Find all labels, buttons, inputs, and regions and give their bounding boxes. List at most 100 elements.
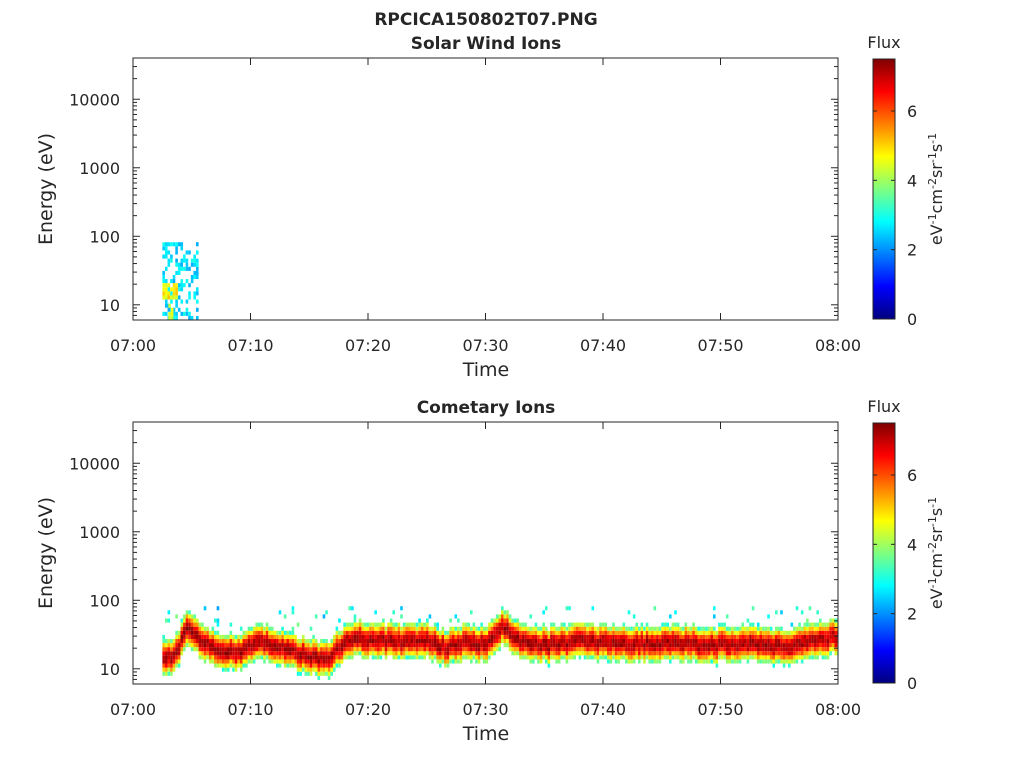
heatmap-cell	[565, 651, 569, 656]
x-tick-label: 07:50	[697, 700, 743, 719]
heatmap-cell	[265, 651, 269, 656]
heatmap-cell	[170, 307, 174, 312]
heatmap-cell	[239, 634, 243, 639]
heatmap-cell	[330, 659, 333, 664]
heatmap-cell	[679, 659, 682, 664]
heatmap-cell	[824, 626, 827, 631]
heatmap-cell	[744, 634, 747, 639]
heatmap-cell	[338, 630, 341, 635]
heatmap-cell	[312, 643, 315, 648]
heatmap-cell	[464, 630, 468, 635]
heatmap-cell	[376, 638, 380, 644]
heatmap-cell	[648, 659, 651, 664]
heatmap-cell	[172, 274, 176, 280]
heatmap-cell	[800, 634, 804, 639]
heatmap-cell	[627, 655, 631, 660]
heatmap-cell	[534, 651, 538, 656]
heatmap-cell	[658, 655, 662, 660]
heatmap-cell	[433, 622, 437, 627]
heatmap-cell	[426, 634, 429, 639]
heatmap-cell	[188, 634, 191, 639]
heatmap-cell	[371, 622, 375, 627]
heatmap-cell	[544, 626, 548, 631]
heatmap-cell	[219, 634, 222, 639]
heatmap-cell	[304, 651, 308, 656]
heatmap-cell	[348, 606, 352, 611]
heatmap-cell	[185, 266, 189, 271]
heatmap-cell	[312, 667, 315, 672]
heatmap-cell	[234, 638, 238, 644]
heatmap-cell	[671, 647, 675, 652]
heatmap-cell	[723, 634, 726, 639]
heatmap-cell	[400, 643, 403, 648]
heatmap-cell	[175, 242, 178, 247]
panel-title: Cometary Ions	[417, 398, 556, 418]
heatmap-cell	[364, 626, 367, 631]
heatmap-cell	[563, 655, 566, 660]
heatmap-cell	[526, 651, 530, 656]
heatmap-cell	[676, 622, 680, 627]
heatmap-cell	[221, 651, 225, 656]
heatmap-cell	[552, 622, 556, 627]
heatmap-cell	[614, 626, 618, 631]
heatmap-cell	[521, 630, 525, 635]
heatmap-cell	[775, 610, 778, 615]
heatmap-cell	[524, 647, 527, 652]
heatmap-cell	[775, 643, 778, 648]
heatmap-cell	[180, 638, 184, 644]
heatmap-cells	[162, 242, 199, 320]
heatmap-cell	[811, 634, 814, 639]
heatmap-cell	[188, 626, 191, 631]
heatmap-cell	[307, 671, 310, 676]
heatmap-cell	[596, 659, 600, 664]
heatmap-cell	[392, 626, 396, 631]
heatmap-cell	[826, 630, 830, 635]
heatmap-cell	[444, 663, 447, 668]
heatmap-cell	[353, 638, 357, 644]
heatmap-cell	[777, 647, 781, 652]
heatmap-cell	[656, 630, 659, 635]
heatmap-cell	[423, 626, 427, 631]
heatmap-cell	[400, 606, 403, 611]
heatmap-cell	[389, 626, 393, 631]
heatmap-cell	[183, 266, 186, 271]
heatmap-cell	[606, 655, 610, 660]
heatmap-cell	[676, 626, 680, 631]
y-tick-label: 10000	[69, 454, 120, 473]
heatmap-cell	[785, 643, 788, 648]
heatmap-cell	[684, 634, 688, 639]
heatmap-cell	[462, 622, 465, 627]
heatmap-cell	[663, 647, 667, 652]
heatmap-cell	[351, 626, 354, 631]
heatmap-cell	[358, 634, 362, 639]
heatmap-cell	[330, 663, 333, 668]
heatmap-cell	[340, 638, 344, 644]
heatmap-cell	[493, 618, 496, 623]
heatmap-cell	[591, 630, 595, 635]
heatmap-cell	[433, 643, 437, 648]
heatmap-cell	[407, 638, 411, 644]
heatmap-cell	[756, 659, 760, 664]
heatmap-cell	[475, 659, 478, 664]
heatmap-cell	[759, 630, 763, 635]
heatmap-cell	[245, 651, 248, 656]
heatmap-cell	[247, 630, 251, 635]
heatmap-cell	[617, 626, 620, 631]
heatmap-cell	[485, 651, 489, 656]
heatmap-cell	[676, 643, 680, 648]
heatmap-cell	[687, 634, 690, 639]
heatmap-cell	[728, 626, 732, 631]
heatmap-cell	[467, 630, 471, 635]
heatmap-cell	[648, 634, 651, 639]
heatmap-cell	[195, 291, 199, 296]
heatmap-cell	[715, 663, 719, 668]
heatmap-cell	[780, 647, 783, 652]
heatmap-cell	[715, 655, 719, 660]
heatmap-cell	[762, 638, 765, 644]
heatmap-cell	[327, 643, 331, 648]
heatmap-cell	[684, 622, 688, 627]
colorbar-title: Flux	[867, 397, 900, 416]
heatmap-cell	[501, 638, 504, 644]
heatmap-cell	[795, 655, 799, 660]
heatmap-cell	[591, 655, 595, 660]
